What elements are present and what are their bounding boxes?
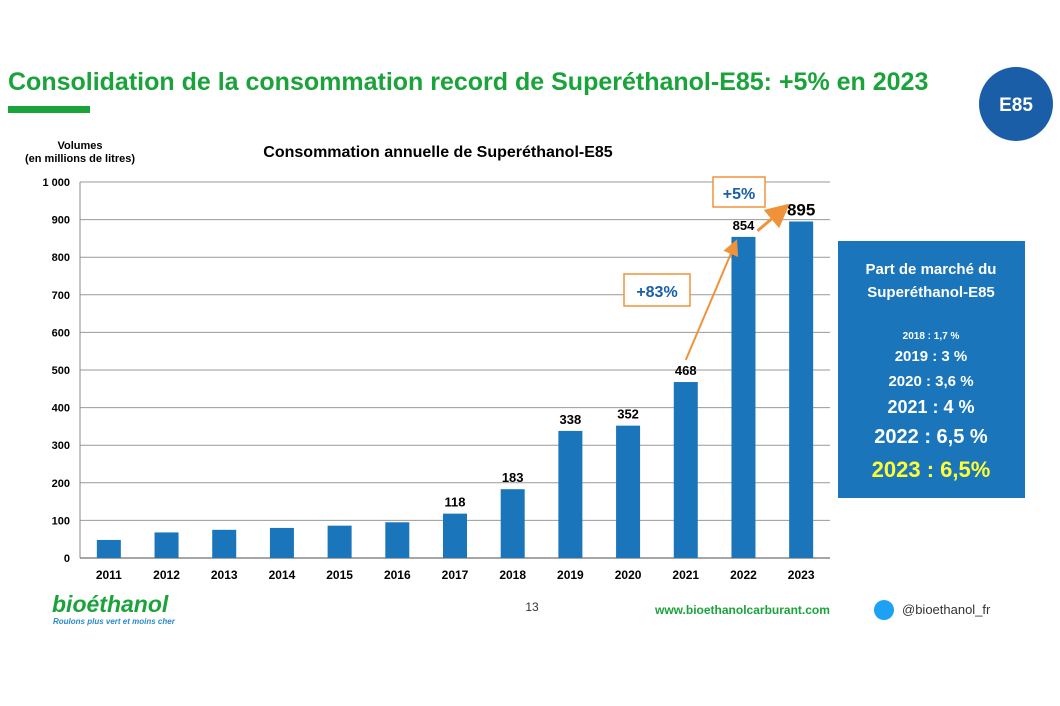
bar xyxy=(500,489,525,558)
data-label: 854 xyxy=(733,218,755,233)
e85-badge-label: E85 xyxy=(999,95,1033,116)
logo-tagline: Roulons plus vert et moins cher xyxy=(53,617,176,626)
x-tick-label: 2011 xyxy=(96,568,122,582)
market-share-title: Part de marché du xyxy=(866,261,997,278)
x-tick-label: 2017 xyxy=(442,568,469,582)
y-tick-label: 1 000 xyxy=(42,177,70,189)
x-tick-label: 2020 xyxy=(615,568,642,582)
bar xyxy=(96,539,121,558)
annotation-label: +5% xyxy=(723,186,755,203)
y-tick-label: 900 xyxy=(52,215,70,227)
y-tick-label: 500 xyxy=(52,365,70,377)
x-tick-label: 2015 xyxy=(326,568,353,582)
market-share-entry: 2019 : 3 % xyxy=(895,348,968,365)
bar xyxy=(327,525,352,558)
annotation-label: +83% xyxy=(636,284,677,301)
y-tick-label: 800 xyxy=(52,252,70,264)
y-tick-label: 400 xyxy=(52,403,70,415)
annotation-box xyxy=(712,176,766,208)
slide-title: Consolidation de la consommation record … xyxy=(8,68,928,96)
market-share-entry-highlight: 2023 : 6,5% xyxy=(872,457,991,482)
page-number: 13 xyxy=(525,600,539,614)
y-tick-label: 600 xyxy=(52,327,70,339)
logo: bioéthanol xyxy=(52,591,169,617)
x-tick-label: 2014 xyxy=(269,568,296,582)
data-label: 183 xyxy=(502,470,524,485)
data-label: 118 xyxy=(445,495,466,510)
bar xyxy=(616,425,641,558)
bar xyxy=(212,529,237,558)
market-share-entry: 2021 : 4 % xyxy=(887,397,974,417)
website-link[interactable]: www.bioethanolcarburant.com xyxy=(654,603,830,617)
x-tick-label: 2012 xyxy=(153,568,180,582)
twitter-icon[interactable] xyxy=(874,600,894,620)
bar xyxy=(443,513,467,558)
market-share-title: Superéthanol-E85 xyxy=(867,284,995,301)
title-underline xyxy=(8,106,90,113)
chart-title: Consommation annuelle de Superéthanol-E8… xyxy=(263,144,612,161)
y-tick-label: 100 xyxy=(52,515,70,527)
y-axis-label: Volumes xyxy=(57,140,102,152)
annotation-box xyxy=(623,273,691,307)
data-label: 338 xyxy=(560,412,582,427)
data-label: 468 xyxy=(675,363,697,378)
x-tick-label: 2016 xyxy=(384,568,411,582)
x-tick-label: 2013 xyxy=(211,568,238,582)
x-tick-label: 2021 xyxy=(672,568,699,582)
market-share-panel xyxy=(838,241,1025,498)
market-share-entry: 2022 : 6,5 % xyxy=(874,426,988,448)
y-tick-label: 0 xyxy=(64,553,70,565)
e85-badge xyxy=(979,67,1053,141)
y-tick-label: 200 xyxy=(52,478,70,490)
x-tick-label: 2023 xyxy=(788,568,815,582)
bar xyxy=(789,221,814,559)
bar xyxy=(269,527,294,558)
y-tick-label: 700 xyxy=(52,290,70,302)
y-axis-sublabel: (en millions de litres) xyxy=(25,153,135,165)
x-tick-label: 2018 xyxy=(499,568,526,582)
y-tick-label: 300 xyxy=(52,440,70,452)
data-label: 352 xyxy=(617,407,639,422)
bar xyxy=(673,382,698,558)
bar xyxy=(385,522,410,558)
twitter-handle[interactable]: @bioethanol_fr xyxy=(902,602,991,617)
bar xyxy=(154,532,179,558)
x-tick-label: 2019 xyxy=(557,568,584,582)
bar xyxy=(731,236,756,558)
market-share-entry: 2020 : 3,6 % xyxy=(888,373,973,390)
growth-arrow xyxy=(684,239,739,361)
bar xyxy=(558,430,583,558)
x-tick-label: 2022 xyxy=(730,568,757,582)
data-label: 895 xyxy=(787,200,815,219)
market-share-entry: 2018 : 1,7 % xyxy=(903,331,960,342)
growth-arrow xyxy=(756,203,790,233)
